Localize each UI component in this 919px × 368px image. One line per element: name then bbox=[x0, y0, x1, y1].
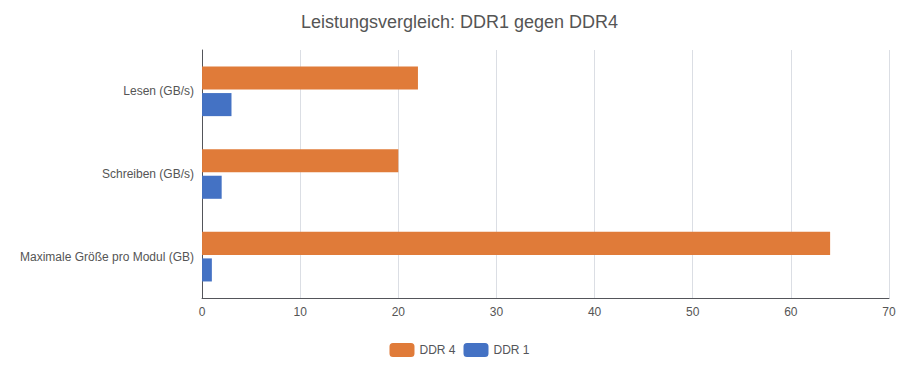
svg-text:40: 40 bbox=[588, 305, 602, 319]
svg-text:20: 20 bbox=[392, 305, 406, 319]
svg-text:Leistungsvergleich: DDR1 gegen: Leistungsvergleich: DDR1 gegen DDR4 bbox=[301, 12, 618, 32]
svg-text:30: 30 bbox=[490, 305, 504, 319]
svg-text:0: 0 bbox=[199, 305, 206, 319]
svg-text:50: 50 bbox=[686, 305, 700, 319]
svg-text:10: 10 bbox=[294, 305, 308, 319]
svg-text:Schreiben (GB/s): Schreiben (GB/s) bbox=[102, 167, 194, 181]
svg-text:Maximale Größe pro Modul (GB): Maximale Größe pro Modul (GB) bbox=[20, 250, 194, 264]
svg-text:DDR 4: DDR 4 bbox=[419, 343, 455, 357]
svg-text:DDR 1: DDR 1 bbox=[494, 343, 530, 357]
svg-text:Lesen (GB/s): Lesen (GB/s) bbox=[123, 84, 194, 98]
svg-text:70: 70 bbox=[882, 305, 896, 319]
svg-text:60: 60 bbox=[784, 305, 798, 319]
